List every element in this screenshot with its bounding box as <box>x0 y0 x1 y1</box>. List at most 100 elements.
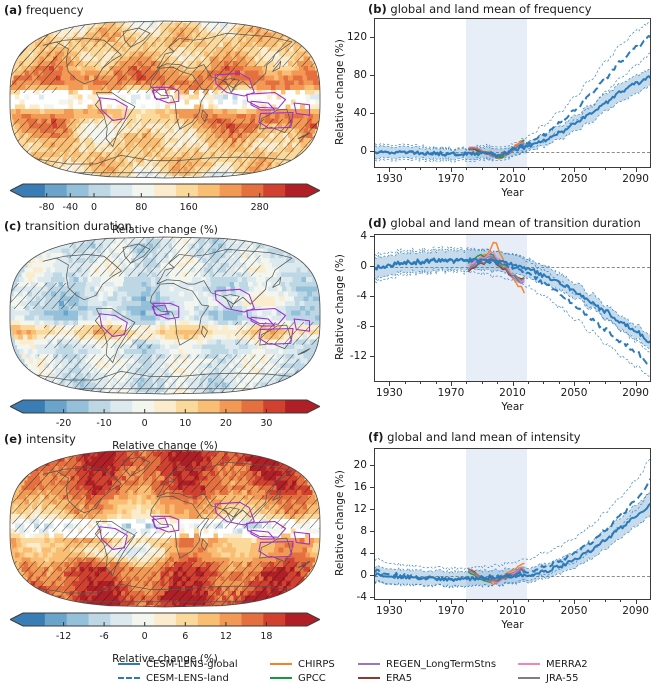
x-minor-tick <box>512 168 514 171</box>
y-axis-tick-label: 20 <box>353 458 367 471</box>
x-axis-label: Year <box>501 619 524 631</box>
colorbar-tick: 20 <box>219 418 232 429</box>
colorbar-axis-label: Relative change (%) <box>112 653 218 665</box>
x-minor-tick <box>420 382 422 385</box>
legend-item-label: CESM-LENS-land <box>146 672 229 684</box>
chart-transition-duration-timeseries: 4 0 -4 -8 -12 1930 1970 2010 2050 2090 Year Relativ… <box>330 214 667 429</box>
region-outlines <box>99 501 311 558</box>
colorbar-transition-duration: -20 -10 0 10 20 30 Relative change (%) <box>8 399 322 452</box>
series-layer <box>375 241 650 377</box>
x-minor-tick <box>558 168 560 171</box>
colorbar-axis-label: Relative change (%) <box>112 440 218 452</box>
x-minor-tick <box>481 382 483 385</box>
colorbar-gradient <box>8 612 322 627</box>
y-axis-tick-label: -4 <box>356 289 367 302</box>
x-axis-tick-label: 1930 <box>376 173 403 185</box>
y-tick-mark <box>370 530 374 532</box>
colorbar-tick: 12 <box>219 631 232 642</box>
y-tick-mark <box>370 575 374 577</box>
x-axis-tick-label: 2050 <box>560 605 588 617</box>
y-tick-mark <box>370 150 374 152</box>
panel-e-label: intensity <box>25 432 76 446</box>
legend-item-label: CESM-LENS-global <box>146 658 238 670</box>
legend-line-swatch <box>270 663 292 665</box>
y-axis-tick-label: 16 <box>353 480 367 493</box>
x-minor-tick <box>589 168 591 171</box>
colorbar-tick: 10 <box>179 418 192 429</box>
x-minor-tick <box>435 600 437 603</box>
x-minor-tick <box>389 168 391 171</box>
x-minor-tick <box>543 600 545 603</box>
x-minor-tick <box>466 600 468 603</box>
x-minor-tick <box>543 382 545 385</box>
legend-item[interactable]: REGEN_LongTermStns <box>358 657 496 671</box>
x-minor-tick <box>527 382 529 385</box>
legend-item[interactable]: CHIRPS <box>270 657 335 671</box>
colorbar-tick: -80 <box>38 202 55 213</box>
y-tick-mark <box>370 265 374 267</box>
legend-item[interactable]: CESM-LENS-land <box>118 671 238 685</box>
x-minor-tick <box>589 600 591 603</box>
x-minor-tick <box>527 168 529 171</box>
panel-f-label: global and land mean of intensity <box>387 430 581 444</box>
colorbar-tick: 0 <box>141 418 148 429</box>
legend-item[interactable]: CESM-LENS-global <box>118 657 238 671</box>
map-canvas <box>9 449 321 608</box>
chart-intensity-timeseries: -4 0 4 8 12 16 20 1930 1970 2010 2050 2090 Year Relat… <box>330 428 667 646</box>
panel-e-title: (e) intensity <box>4 432 76 446</box>
y-tick-mark <box>370 235 374 237</box>
x-minor-tick <box>481 168 483 171</box>
colorbar-tick: 0 <box>90 202 98 213</box>
legend-item[interactable]: ERA5 <box>358 671 496 685</box>
y-axis-tick-label: 80 <box>353 68 367 81</box>
colorbar-gradient <box>8 183 322 198</box>
x-minor-tick <box>635 382 637 385</box>
x-minor-tick <box>420 600 422 603</box>
x-axis-tick-label: 2090 <box>622 173 649 185</box>
x-axis-label: Year <box>501 401 524 413</box>
x-minor-tick <box>512 382 514 385</box>
panel-b-title: (b) global and land mean of frequency <box>368 2 592 16</box>
x-minor-tick <box>404 600 406 603</box>
y-axis-tick-label: 40 <box>353 106 367 119</box>
colorbar-tick-labels: -80 -40 0 80 160 280 <box>10 202 320 214</box>
legend: CESM-LENS-global CESM-LENS-land CHIRPS GPCC… <box>118 657 667 686</box>
x-minor-tick <box>527 600 529 603</box>
y-tick-mark <box>370 295 374 297</box>
y-tick-mark <box>370 508 374 510</box>
x-axis-label: Year <box>501 187 524 199</box>
x-minor-tick <box>512 600 514 603</box>
x-minor-tick <box>497 382 499 385</box>
x-axis-tick-label: 2010 <box>499 605 526 617</box>
significance-hatching <box>10 21 320 178</box>
x-minor-tick <box>635 600 637 603</box>
legend-line-swatch <box>358 677 380 679</box>
colorbar-tick: 0 <box>141 631 148 642</box>
x-minor-tick <box>574 382 576 385</box>
y-axis-tick-label: -4 <box>356 591 367 604</box>
panel-d-tag: (d) <box>368 216 387 230</box>
y-axis-tick-label: 0 <box>360 144 367 157</box>
legend-line-swatch <box>118 663 140 665</box>
legend-item[interactable]: MERRA2 <box>518 657 588 671</box>
panel-b-label: global and land mean of frequency <box>390 2 592 16</box>
panel-c-label: transition duration <box>25 219 132 233</box>
x-minor-tick <box>389 382 391 385</box>
x-axis-tick-label: 1970 <box>437 173 465 185</box>
colorbar-tick: -12 <box>55 631 72 642</box>
colorbar-tick: 280 <box>250 202 269 213</box>
legend-item[interactable]: JRA-55 <box>518 671 588 685</box>
panel-d-label: global and land mean of transition durat… <box>390 216 641 230</box>
legend-line-swatch <box>270 677 292 679</box>
colorbar-axis-label: Relative change (%) <box>112 224 218 236</box>
legend-item-label: REGEN_LongTermStns <box>386 658 497 670</box>
legend-item[interactable]: GPCC <box>270 671 335 685</box>
y-tick-mark <box>370 553 374 555</box>
x-minor-tick <box>450 600 452 603</box>
y-tick-mark <box>370 112 374 115</box>
x-axis-tick-label: 2010 <box>499 173 526 185</box>
y-tick-mark <box>370 36 374 39</box>
y-axis-tick-label: 120 <box>346 30 367 43</box>
x-axis-tick-label: 2050 <box>560 387 588 399</box>
